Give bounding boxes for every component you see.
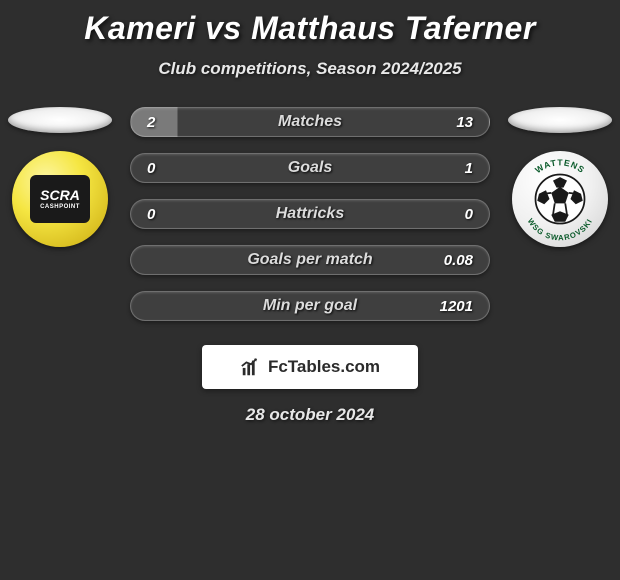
root: Kameri vs Matthaus Taferner Club competi… (0, 0, 620, 425)
brand-text: FcTables.com (268, 357, 380, 377)
stat-right-value: 13 (431, 114, 473, 131)
left-badge-text: SCRA (40, 188, 80, 202)
right-player-col: WATTENS WSG SWAROVSKI (508, 107, 612, 247)
comparison-area: SCRA CASHPOINT 2Matches13 0Goals1 0Hattric… (0, 107, 620, 321)
subtitle: Club competitions, Season 2024/2025 (0, 59, 620, 79)
left-badge-inner: SCRA CASHPOINT (30, 175, 90, 223)
stat-row: Goals per match0.08 (130, 245, 490, 275)
stat-right-value: 1201 (431, 298, 473, 315)
left-player-col: SCRA CASHPOINT (8, 107, 112, 247)
soccer-ball-icon (532, 171, 588, 227)
stat-right-value: 0.08 (431, 252, 473, 269)
left-flag-icon (8, 107, 112, 133)
stat-row: Min per goal1201 (130, 291, 490, 321)
stat-right-value: 0 (431, 206, 473, 223)
page-title: Kameri vs Matthaus Taferner (0, 10, 620, 47)
brand-logo[interactable]: FcTables.com (202, 345, 418, 389)
stats-table: 2Matches13 0Goals1 0Hattricks0 Goals per ma… (130, 107, 490, 321)
left-badge-subtext: CASHPOINT (40, 204, 80, 210)
stat-left-value: 0 (147, 160, 189, 177)
right-club-badge: WATTENS WSG SWAROVSKI (512, 151, 608, 247)
stat-row: 0Hattricks0 (130, 199, 490, 229)
stat-right-value: 1 (431, 160, 473, 177)
date-text: 28 october 2024 (0, 405, 620, 425)
stat-left-value: 2 (147, 114, 189, 131)
stat-left-value: 0 (147, 206, 189, 223)
chart-icon (240, 356, 262, 378)
left-club-badge: SCRA CASHPOINT (12, 151, 108, 247)
right-flag-icon (508, 107, 612, 133)
stat-row: 2Matches13 (130, 107, 490, 137)
stat-row: 0Goals1 (130, 153, 490, 183)
